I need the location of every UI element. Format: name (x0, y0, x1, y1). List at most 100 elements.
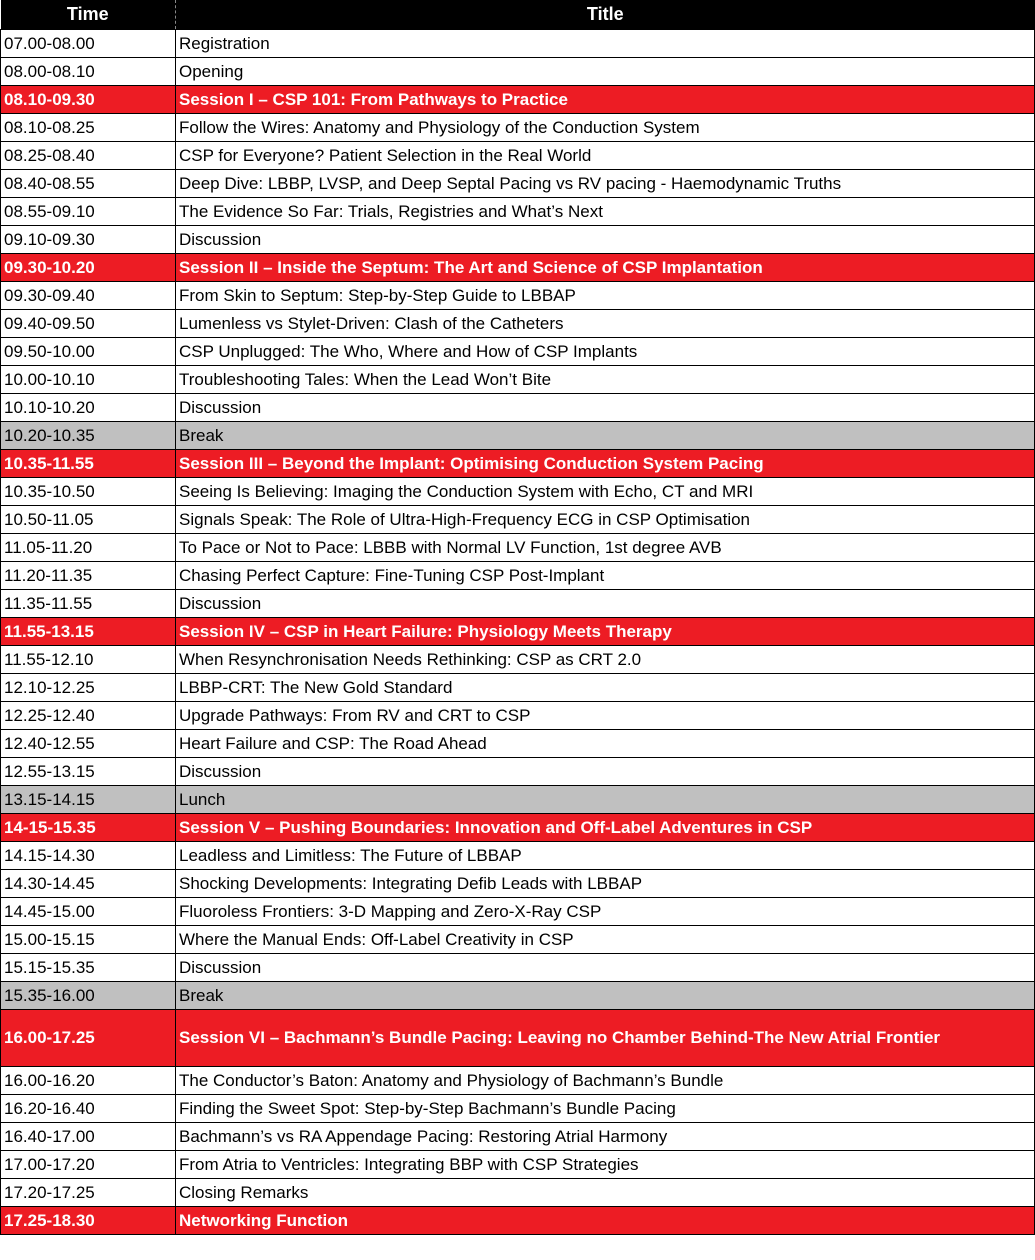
time-cell: 10.10-10.20 (0, 393, 176, 422)
time-cell: 14.15-14.30 (0, 841, 176, 870)
session-row: 11.55-13.15 Session IV – CSP in Heart Fai… (0, 617, 1035, 646)
title-cell: Session V – Pushing Boundaries: Innovati… (175, 813, 1035, 842)
title-cell: Discussion (175, 393, 1035, 422)
title-cell: Networking Function (175, 1206, 1035, 1235)
title-cell: Break (175, 421, 1035, 450)
time-cell: 16.40-17.00 (0, 1122, 176, 1151)
table-row: 09.40-09.50 Lumenless vs Stylet-Driven: C… (0, 309, 1035, 338)
title-cell: When Resynchronisation Needs Rethinking:… (175, 645, 1035, 674)
table-row: 16.20-16.40 Finding the Sweet Spot: Step-… (0, 1094, 1035, 1123)
title-cell: Lunch (175, 785, 1035, 814)
time-cell: 08.40-08.55 (0, 169, 176, 198)
title-cell: LBBP-CRT: The New Gold Standard (175, 673, 1035, 702)
time-cell: 10.35-10.50 (0, 477, 176, 506)
table-row: 14.45-15.00 Fluoroless Frontiers: 3-D Map… (0, 897, 1035, 926)
title-cell: To Pace or Not to Pace: LBBB with Normal… (175, 533, 1035, 562)
time-cell: 15.35-16.00 (0, 981, 176, 1010)
title-cell: Opening (175, 57, 1035, 86)
title-cell: Where the Manual Ends: Off-Label Creativ… (175, 925, 1035, 954)
table-row: 15.15-15.35 Discussion (0, 953, 1035, 982)
header-title: Title (175, 0, 1035, 30)
table-row: 17.20-17.25 Closing Remarks (0, 1178, 1035, 1207)
header-time: Time (0, 0, 176, 30)
time-cell: 10.35-11.55 (0, 449, 176, 478)
title-cell: Discussion (175, 953, 1035, 982)
title-cell: Discussion (175, 225, 1035, 254)
table-row: 15.00-15.15 Where the Manual Ends: Off-La… (0, 925, 1035, 954)
time-cell: 17.00-17.20 (0, 1150, 176, 1179)
title-cell: Session I – CSP 101: From Pathways to Pr… (175, 85, 1035, 114)
table-row: 14.30-14.45 Shocking Developments: Integr… (0, 869, 1035, 898)
time-cell: 10.00-10.10 (0, 365, 176, 394)
break-row: 10.20-10.35 Break (0, 421, 1035, 450)
table-row: 11.20-11.35 Chasing Perfect Capture: Fine… (0, 561, 1035, 590)
title-cell: Seeing Is Believing: Imaging the Conduct… (175, 477, 1035, 506)
table-row: 08.25-08.40 CSP for Everyone? Patient Sel… (0, 141, 1035, 170)
time-cell: 08.00-08.10 (0, 57, 176, 86)
title-cell: Session VI – Bachmann’s Bundle Pacing: L… (175, 1009, 1035, 1067)
table-row: 09.50-10.00 CSP Unplugged: The Who, Where… (0, 337, 1035, 366)
title-cell: Follow the Wires: Anatomy and Physiology… (175, 113, 1035, 142)
time-cell: 11.20-11.35 (0, 561, 176, 590)
time-cell: 11.55-12.10 (0, 645, 176, 674)
time-cell: 12.40-12.55 (0, 729, 176, 758)
title-cell: Chasing Perfect Capture: Fine-Tuning CSP… (175, 561, 1035, 590)
table-row: 16.00-16.20 The Conductor’s Baton: Anatom… (0, 1066, 1035, 1095)
title-cell: From Atria to Ventricles: Integrating BB… (175, 1150, 1035, 1179)
title-cell: Closing Remarks (175, 1178, 1035, 1207)
title-cell: Leadless and Limitless: The Future of LB… (175, 841, 1035, 870)
title-cell: Shocking Developments: Integrating Defib… (175, 869, 1035, 898)
time-cell: 08.55-09.10 (0, 197, 176, 226)
table-row: 10.00-10.10 Troubleshooting Tales: When t… (0, 365, 1035, 394)
table-row: 10.10-10.20 Discussion (0, 393, 1035, 422)
title-cell: Troubleshooting Tales: When the Lead Won… (175, 365, 1035, 394)
title-cell: CSP Unplugged: The Who, Where and How of… (175, 337, 1035, 366)
time-cell: 10.50-11.05 (0, 505, 176, 534)
table-row: 08.55-09.10 The Evidence So Far: Trials, … (0, 197, 1035, 226)
table-row: 12.10-12.25 LBBP-CRT: The New Gold Standa… (0, 673, 1035, 702)
table-row: 12.40-12.55 Heart Failure and CSP: The Ro… (0, 729, 1035, 758)
time-cell: 11.05-11.20 (0, 533, 176, 562)
table-row: 12.55-13.15 Discussion (0, 757, 1035, 786)
session-row: 16.00-17.25 Session VI – Bachmann’s Bundl… (0, 1009, 1035, 1067)
time-cell: 14.45-15.00 (0, 897, 176, 926)
table-row: 17.00-17.20 From Atria to Ventricles: Int… (0, 1150, 1035, 1179)
header-row: Time Title (0, 0, 1035, 30)
table-row: 09.30-09.40 From Skin to Septum: Step-by-… (0, 281, 1035, 310)
title-cell: Discussion (175, 757, 1035, 786)
title-cell: Upgrade Pathways: From RV and CRT to CSP (175, 701, 1035, 730)
title-cell: Fluoroless Frontiers: 3-D Mapping and Ze… (175, 897, 1035, 926)
time-cell: 09.50-10.00 (0, 337, 176, 366)
table-row: 16.40-17.00 Bachmann’s vs RA Appendage Pa… (0, 1122, 1035, 1151)
time-cell: 08.25-08.40 (0, 141, 176, 170)
time-cell: 14-15-15.35 (0, 813, 176, 842)
time-cell: 09.40-09.50 (0, 309, 176, 338)
time-cell: 16.20-16.40 (0, 1094, 176, 1123)
table-row: 08.00-08.10 Opening (0, 57, 1035, 86)
break-row: 15.35-16.00 Break (0, 981, 1035, 1010)
time-cell: 17.20-17.25 (0, 1178, 176, 1207)
time-cell: 15.00-15.15 (0, 925, 176, 954)
title-cell: Session III – Beyond the Implant: Optimi… (175, 449, 1035, 478)
title-cell: The Conductor’s Baton: Anatomy and Physi… (175, 1066, 1035, 1095)
title-cell: Registration (175, 29, 1035, 58)
time-cell: 12.25-12.40 (0, 701, 176, 730)
session-row: 10.35-11.55 Session III – Beyond the Impl… (0, 449, 1035, 478)
time-cell: 14.30-14.45 (0, 869, 176, 898)
time-cell: 12.55-13.15 (0, 757, 176, 786)
table-row: 10.35-10.50 Seeing Is Believing: Imaging … (0, 477, 1035, 506)
title-cell: Finding the Sweet Spot: Step-by-Step Bac… (175, 1094, 1035, 1123)
table-row: 07.00-08.00 Registration (0, 29, 1035, 58)
time-cell: 08.10-08.25 (0, 113, 176, 142)
time-cell: 09.10-09.30 (0, 225, 176, 254)
table-row: 08.10-08.25 Follow the Wires: Anatomy and… (0, 113, 1035, 142)
table-row: 11.05-11.20 To Pace or Not to Pace: LBBB … (0, 533, 1035, 562)
title-cell: Lumenless vs Stylet-Driven: Clash of the… (175, 309, 1035, 338)
title-cell: The Evidence So Far: Trials, Registries … (175, 197, 1035, 226)
title-cell: Heart Failure and CSP: The Road Ahead (175, 729, 1035, 758)
table-row: 11.35-11.55 Discussion (0, 589, 1035, 618)
time-cell: 09.30-10.20 (0, 253, 176, 282)
title-cell: Discussion (175, 589, 1035, 618)
break-row: 13.15-14.15 Lunch (0, 785, 1035, 814)
